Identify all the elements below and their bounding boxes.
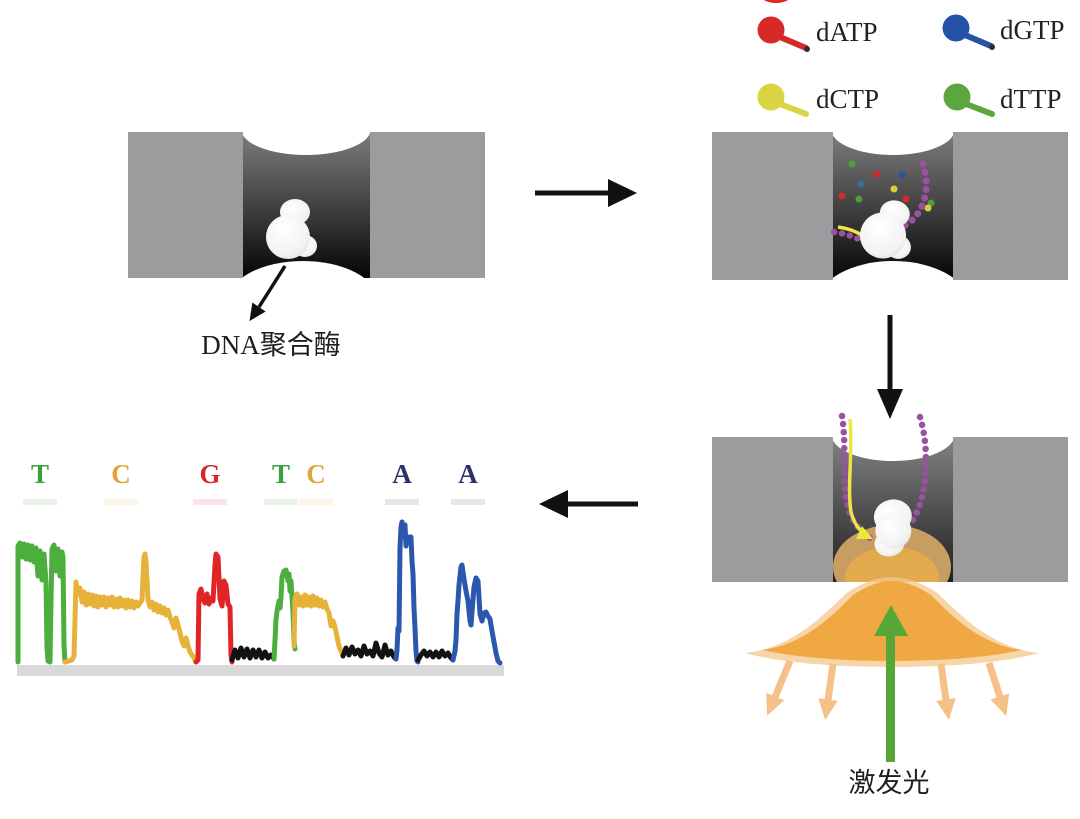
trace-segment-baseline-noise xyxy=(340,640,399,662)
trace-segment-C xyxy=(291,591,346,659)
dna-template-strand xyxy=(900,160,930,230)
trace-segment-baseline-noise xyxy=(229,645,277,663)
panel-zmw-mixing xyxy=(712,132,1068,280)
dgtp-ball xyxy=(942,14,970,42)
trace-segment-C xyxy=(62,551,199,665)
excitation-arrow xyxy=(874,605,908,762)
trace-segment-T xyxy=(15,540,68,665)
trace-baseline-bar xyxy=(17,665,504,676)
faint-artifact xyxy=(193,499,227,505)
base-call-letter: T xyxy=(31,459,49,489)
dna-strand-right xyxy=(907,413,930,527)
nucleotide-dots xyxy=(838,160,935,212)
arrowhead xyxy=(990,693,1010,717)
polymerase-blob xyxy=(873,499,912,557)
trace-faint-marks xyxy=(23,499,485,505)
flow-arrow-right xyxy=(535,179,637,207)
trace-segment-G xyxy=(193,551,235,665)
arrowhead xyxy=(539,490,568,518)
base-call-letter: A xyxy=(458,459,478,489)
panel-zmw-detection xyxy=(712,412,1068,762)
dttp-icon xyxy=(943,83,995,117)
faint-artifact xyxy=(23,499,57,505)
legend-label-dctp: dCTP xyxy=(816,84,880,114)
nucleotide-dot xyxy=(838,192,846,200)
dgtp-tail xyxy=(962,32,994,49)
fluorescence-zone-inner xyxy=(845,547,939,582)
datp-tail xyxy=(777,34,809,51)
well-top-dip xyxy=(833,132,953,155)
base-call-letter: T xyxy=(272,459,290,489)
faint-artifact xyxy=(264,499,298,505)
legend-icons xyxy=(757,14,995,117)
faint-artifact xyxy=(299,499,333,505)
arrowhead xyxy=(936,698,956,720)
flow-arrow-left xyxy=(539,490,638,518)
faint-artifact xyxy=(385,499,419,505)
arrowhead xyxy=(877,389,903,419)
excitation-label: 激发光 xyxy=(848,768,930,798)
faint-artifact xyxy=(104,499,138,505)
trace-segment-baseline-noise xyxy=(415,648,456,663)
well-bottom-bump xyxy=(243,261,365,278)
dctp-icon xyxy=(757,83,809,117)
nucleotide-dot xyxy=(890,185,898,193)
arrowhead xyxy=(249,302,266,322)
nucleotide-dot xyxy=(855,195,863,203)
nucleotide-dot xyxy=(924,204,932,212)
base-call-letter: C xyxy=(111,459,131,489)
nucleotide-dot xyxy=(848,160,856,168)
dctp-tail xyxy=(777,101,809,117)
polymerase-pointer-arrow xyxy=(249,265,287,322)
base-call-letter: A xyxy=(392,459,412,489)
base-call-letter: C xyxy=(306,459,326,489)
yellow-strand-arrowhead xyxy=(856,526,873,539)
arrowhead xyxy=(766,692,785,716)
synthesized-strand-yellow xyxy=(847,418,866,536)
datp-tail-tip xyxy=(804,46,810,52)
well-bottom-bump xyxy=(833,261,953,280)
nucleotide-dot xyxy=(898,171,906,179)
legend-label-dttp: dTTP xyxy=(1000,84,1062,114)
arrowhead xyxy=(818,698,838,720)
dttp-tail xyxy=(963,101,995,117)
panel-zmw-polymerase xyxy=(128,132,485,322)
nucleotide-dot xyxy=(873,170,881,178)
flow-arrow-down xyxy=(877,315,903,419)
polymerase-blob xyxy=(860,200,911,259)
faint-artifact xyxy=(451,499,485,505)
base-call-letter: G xyxy=(199,459,220,489)
datp-ball xyxy=(757,16,785,44)
nucleotide-dot xyxy=(902,195,910,203)
dttp-ball xyxy=(943,83,971,111)
emission-arrows xyxy=(766,659,1010,720)
nucleotide-dot xyxy=(857,180,865,188)
dgtp-icon xyxy=(942,14,995,50)
dgtp-tail-tip xyxy=(989,44,995,50)
trace-baseline xyxy=(17,665,504,676)
polymerase-blob xyxy=(266,199,317,259)
legend-label-dgtp: dGTP xyxy=(1000,15,1065,45)
polymerase-label: DNA聚合酶 xyxy=(201,330,341,360)
cropped-legend-artifact xyxy=(763,0,789,3)
dctp-ball xyxy=(757,83,785,111)
trace-segments xyxy=(15,519,503,666)
datp-icon xyxy=(757,16,810,52)
trace-segment-A xyxy=(450,562,503,666)
trace-segment-A xyxy=(393,519,421,665)
legend-label-datp: dATP xyxy=(816,17,878,47)
trace-segment-T xyxy=(271,567,298,662)
well-top-dip xyxy=(243,132,370,155)
arrowhead xyxy=(874,605,908,636)
arrowhead xyxy=(608,179,637,207)
